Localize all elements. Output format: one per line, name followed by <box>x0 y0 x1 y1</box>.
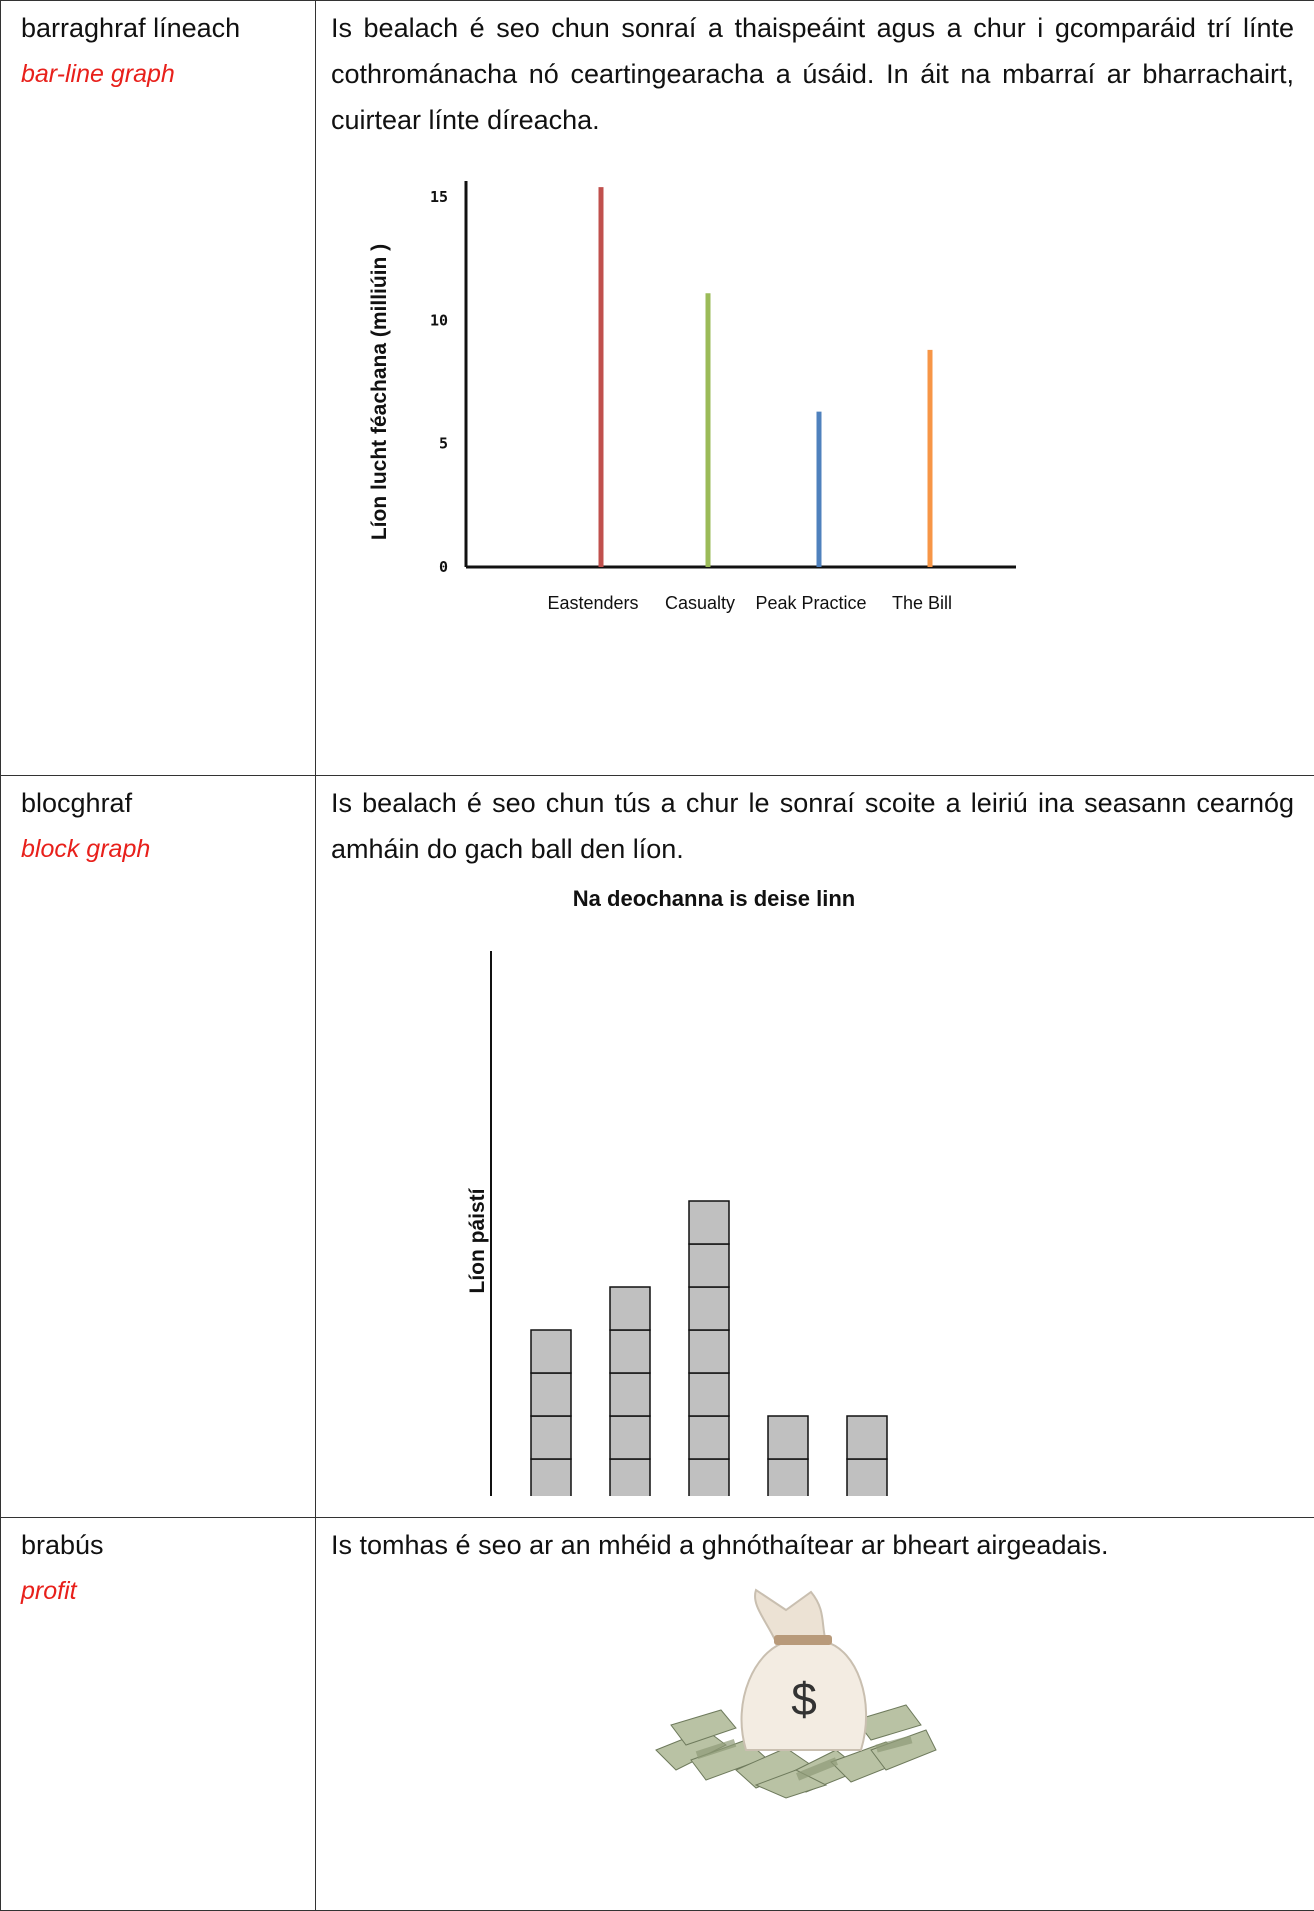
x-tick-label: The Bill <box>892 593 952 613</box>
definition-text: Is tomhas é seo ar an mhéid a ghnóthaíte… <box>316 1518 1314 1568</box>
block <box>610 1330 650 1373</box>
term-cell: barraghraf líneach bar-line graph <box>1 1 316 776</box>
x-tick-label: Eastenders <box>547 593 638 613</box>
definition-text: Is bealach é seo chun sonraí a thaispeái… <box>316 1 1314 143</box>
term-cell: blocghraf block graph <box>1 776 316 1518</box>
block <box>768 1416 808 1459</box>
definition-cell: Is bealach é seo chun sonraí a thaispeái… <box>316 1 1314 776</box>
dollar-sign: $ <box>791 1673 817 1725</box>
y-tick-label: 5 <box>439 435 448 453</box>
y-tick-label: 0 <box>439 558 448 576</box>
term-english: bar-line graph <box>1 51 315 97</box>
definition-cell: Is bealach é seo chun tús a chur le sonr… <box>316 776 1314 1518</box>
block <box>531 1330 571 1373</box>
y-axis-label: Líon lucht féachana (milliúin ) <box>368 244 391 540</box>
glossary-row: barraghraf líneach bar-line graph Is bea… <box>1 1 1314 776</box>
block <box>689 1244 729 1287</box>
block <box>531 1459 571 1496</box>
y-axis-label: Líon páistí <box>466 1187 489 1293</box>
block <box>689 1287 729 1330</box>
block-chart: Na deochanna is deise linnsúbainnecolata… <box>316 876 1314 1496</box>
block <box>689 1459 729 1496</box>
block <box>610 1373 650 1416</box>
term-irish: barraghraf líneach <box>1 1 315 51</box>
block <box>768 1459 808 1496</box>
block <box>531 1416 571 1459</box>
glossary-row: brabús profit Is tomhas é seo ar an mhéi… <box>1 1518 1314 1911</box>
block <box>610 1287 650 1330</box>
block <box>610 1459 650 1496</box>
block <box>847 1459 887 1496</box>
money-bag-icon: $ <box>636 1580 956 1800</box>
y-tick-label: 15 <box>430 188 448 206</box>
chart-title: Na deochanna is deise linn <box>573 886 855 911</box>
term-irish: blocghraf <box>1 776 315 826</box>
y-tick-label: 10 <box>430 311 448 329</box>
block <box>689 1373 729 1416</box>
block <box>689 1416 729 1459</box>
term-irish: brabús <box>1 1518 315 1568</box>
block <box>689 1330 729 1373</box>
term-english: block graph <box>1 826 315 872</box>
block <box>610 1416 650 1459</box>
definition-cell: Is tomhas é seo ar an mhéid a ghnóthaíte… <box>316 1518 1314 1911</box>
x-tick-label: Casualty <box>665 593 735 613</box>
x-tick-label: Peak Practice <box>755 593 866 613</box>
block <box>847 1416 887 1459</box>
bar-line-chart: 0 5 10 15 Eastenders Casualty Peak Practice The… <box>316 151 1314 771</box>
term-english: profit <box>1 1568 315 1614</box>
block <box>689 1201 729 1244</box>
glossary-row: blocghraf block graph Is bealach é seo c… <box>1 776 1314 1518</box>
block <box>531 1373 571 1416</box>
definition-text: Is bealach é seo chun tús a chur le sonr… <box>316 776 1314 872</box>
term-cell: brabús profit <box>1 1518 316 1911</box>
